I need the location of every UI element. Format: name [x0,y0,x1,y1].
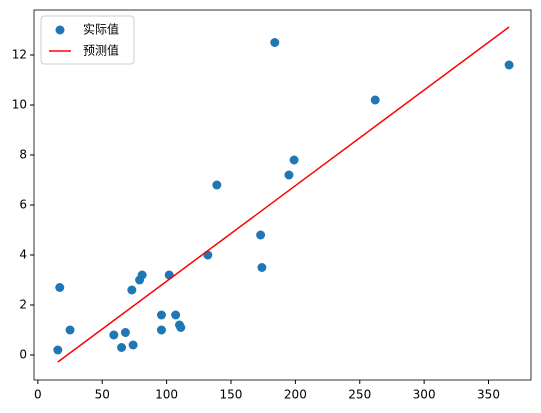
x-tick-label: 50 [95,388,110,402]
x-tick-label: 300 [413,388,436,402]
y-tick-label: 2 [19,298,27,312]
point [203,250,213,260]
point [164,270,174,280]
point [65,325,75,335]
point [212,180,222,190]
point [156,310,166,320]
plot-frame [33,9,532,381]
point [55,283,65,292]
point [109,330,119,340]
point [127,285,137,295]
point [176,323,186,332]
point [128,340,138,350]
legend-label: 预测值 [83,43,119,58]
y-tick-label: 10 [12,98,27,112]
line [57,26,510,363]
legend-label: 实际值 [83,22,119,37]
point [53,345,63,355]
y-tick-label: 0 [19,348,27,362]
x-tick-label: 350 [477,388,500,402]
legend-swatch [55,25,65,35]
point [289,155,299,165]
point [156,325,166,335]
y-tick-label: 8 [19,148,27,162]
point [504,60,514,70]
y-tick-label: 6 [19,198,27,212]
y-tick-label: 4 [19,248,27,262]
x-tick-label: 250 [348,388,371,402]
legend-box [40,15,135,65]
point [284,170,294,180]
y-tick-label: 12 [12,48,27,62]
point [120,328,130,337]
point [117,343,127,352]
x-tick-label: 200 [284,388,307,402]
point [171,310,181,320]
x-tick-label: 100 [155,388,178,402]
point [257,263,267,272]
x-tick-label: 150 [220,388,243,402]
x-tick-label: 0 [34,388,42,402]
point [256,230,266,240]
point [137,270,147,280]
point [370,95,380,105]
point [270,38,280,47]
